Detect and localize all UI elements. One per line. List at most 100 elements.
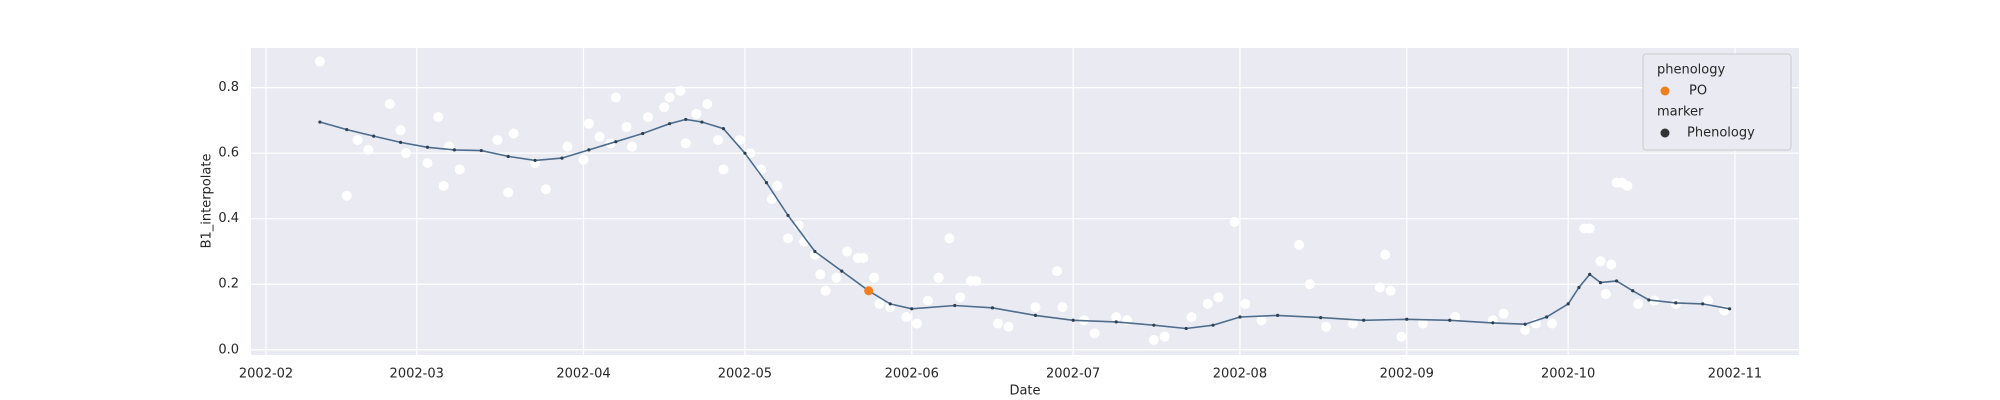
- line-vertex: [1566, 302, 1570, 306]
- line: [319, 118, 1730, 330]
- plot-area: [251, 48, 1799, 355]
- scatter-point: [1520, 325, 1531, 336]
- line-vertex: [587, 148, 591, 152]
- scatter-point: [540, 184, 551, 195]
- scatter-point: [820, 285, 831, 296]
- scatter-point: [1417, 318, 1428, 329]
- scatter-point: [1186, 311, 1197, 322]
- scatter-point: [384, 99, 395, 110]
- scatter-point: [1294, 239, 1305, 250]
- scatter-point: [702, 99, 713, 110]
- scatter-point: [944, 233, 955, 244]
- scatter-point: [1111, 311, 1122, 322]
- x-tick-label: 2002-02: [239, 367, 293, 382]
- scatter-point: [1213, 292, 1224, 303]
- scatter-point: [858, 253, 869, 264]
- scatter-point: [831, 272, 842, 283]
- x-tick-label: 2002-05: [718, 367, 772, 382]
- line-vertex: [888, 302, 892, 306]
- line-vertex: [668, 122, 672, 126]
- x-tick-label: 2002-07: [1046, 367, 1100, 382]
- line-vertex: [990, 306, 995, 310]
- line-vertex: [479, 148, 483, 153]
- scatter-point: [809, 249, 820, 260]
- line-vertex: [721, 126, 726, 131]
- legend-title: marker: [1657, 105, 1704, 120]
- y-axis-label: B1_interpolate: [200, 154, 215, 249]
- line-vertex: [1448, 318, 1452, 322]
- scatter-point: [626, 141, 637, 152]
- line-vertex: [1362, 318, 1366, 322]
- legend-marker: [1660, 86, 1670, 96]
- scatter-point: [433, 112, 444, 123]
- x-tick-label: 2002-06: [885, 367, 939, 382]
- scatter-point: [691, 108, 702, 119]
- scatter-point: [1052, 266, 1063, 277]
- legend-box: [1642, 53, 1792, 151]
- scatter-point: [713, 135, 724, 146]
- scatter-point: [675, 85, 686, 96]
- y-tick-label: 0.0: [218, 342, 239, 357]
- line-vertex: [1238, 315, 1242, 319]
- x-tick-label: 2002-08: [1213, 367, 1267, 382]
- y-tick-label: 0.8: [218, 80, 239, 95]
- scatter-point: [659, 102, 670, 113]
- scatter-point: [815, 269, 826, 280]
- scatter-point: [1256, 315, 1267, 326]
- legend-marker: [1660, 128, 1670, 138]
- line-vertex: [641, 131, 645, 136]
- x-tick-label: 2002-10: [1541, 367, 1595, 382]
- scatter-point: [1304, 279, 1315, 290]
- line-vertex: [614, 140, 618, 144]
- line-vertex: [318, 120, 322, 124]
- line-vertex: [1545, 315, 1549, 319]
- scatter-point: [395, 125, 406, 136]
- scatter-point: [314, 56, 325, 67]
- line-vertex: [1523, 322, 1527, 326]
- line-vertex: [684, 117, 688, 122]
- scatter-point: [578, 154, 589, 165]
- scatter-point: [1030, 302, 1041, 313]
- scatter-point: [1600, 289, 1611, 300]
- line-vertex: [700, 120, 704, 124]
- line-vertex: [1577, 285, 1581, 290]
- scatter-point: [1240, 298, 1251, 309]
- scatter-point: [766, 194, 777, 205]
- line-vertex: [743, 151, 747, 155]
- scatter-point: [1385, 285, 1396, 296]
- scatter-point: [1606, 259, 1617, 270]
- line-vertex: [1598, 280, 1603, 285]
- scatter-point: [1321, 321, 1332, 332]
- line-vertex: [1319, 316, 1323, 320]
- scatter-point: [680, 138, 691, 149]
- scatter-point: [594, 131, 605, 142]
- scatter-point: [1003, 321, 1014, 332]
- scatter-point: [842, 246, 853, 257]
- scatter-point: [400, 148, 411, 159]
- x-tick-label: 2002-04: [556, 367, 610, 382]
- line-vertex: [1276, 313, 1280, 317]
- scatter-point: [922, 295, 933, 306]
- scatter-point: [955, 292, 966, 303]
- scatter-point: [869, 272, 880, 283]
- line-vertex: [345, 127, 349, 132]
- scatter-point: [874, 298, 885, 309]
- scatter-point: [734, 135, 745, 146]
- scatter-point: [643, 112, 654, 123]
- scatter-point: [621, 121, 632, 132]
- line-vertex: [840, 269, 844, 273]
- scatter-point: [718, 164, 729, 175]
- line-vertex: [1033, 313, 1038, 317]
- line-vertex: [1674, 301, 1678, 305]
- scatter-point: [503, 187, 514, 198]
- x-tick-label: 2002-03: [390, 367, 444, 382]
- y-tick-label: 0.4: [218, 211, 239, 226]
- x-tick-label: 2002-11: [1708, 367, 1762, 382]
- scatter-point: [1380, 249, 1391, 260]
- line-vertex: [452, 148, 456, 152]
- x-tick-label: 2002-09: [1380, 367, 1434, 382]
- line-vertex: [372, 134, 376, 138]
- scatter-point: [583, 118, 594, 129]
